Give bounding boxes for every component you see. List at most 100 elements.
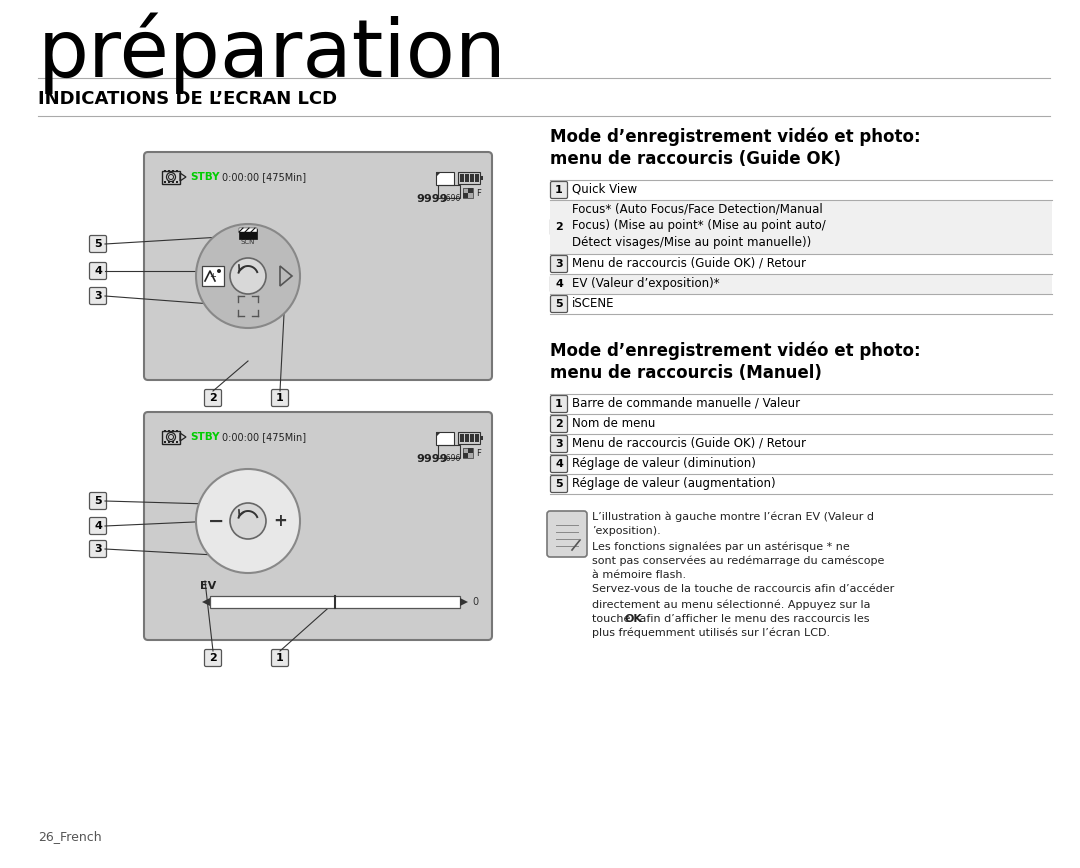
Text: Menu de raccourcis (Guide OK) / Retour: Menu de raccourcis (Guide OK) / Retour (572, 437, 806, 450)
Bar (468, 188, 473, 193)
Bar (239, 229, 257, 239)
Bar (475, 434, 478, 442)
Bar (465, 434, 469, 442)
Text: Réglage de valeur (augmentation): Réglage de valeur (augmentation) (572, 477, 775, 490)
Text: EV (Valeur d’exposition)*: EV (Valeur d’exposition)* (572, 277, 719, 290)
Text: Mode d’enregistrement vidéo et photo:: Mode d’enregistrement vidéo et photo: (550, 128, 920, 147)
Bar (468, 453, 473, 458)
Bar (176, 441, 178, 443)
Text: Quick View: Quick View (572, 183, 637, 196)
Text: menu de raccourcis (Guide OK): menu de raccourcis (Guide OK) (550, 150, 841, 168)
Text: 5: 5 (555, 479, 563, 489)
Text: 0:00:00 [475Min]: 0:00:00 [475Min] (222, 432, 306, 442)
Text: 2: 2 (555, 222, 563, 232)
Text: 4: 4 (555, 459, 563, 469)
FancyBboxPatch shape (551, 456, 567, 472)
Bar (164, 441, 166, 443)
Text: +: + (210, 272, 216, 281)
Bar (176, 181, 178, 183)
Bar (468, 193, 473, 198)
Bar (458, 172, 480, 184)
Text: 5: 5 (555, 299, 563, 309)
Bar (202, 266, 224, 286)
Text: plus fréquemment utilisés sur l’écran LCD.: plus fréquemment utilisés sur l’écran LC… (592, 628, 831, 639)
Text: Focus* (Auto Focus/Face Detection/Manual
Focus) (Mise au point* (Mise au point a: Focus* (Auto Focus/Face Detection/Manual… (572, 203, 826, 249)
Bar (168, 430, 170, 432)
Text: afin d’afficher le menu des raccourcis les: afin d’afficher le menu des raccourcis l… (636, 614, 869, 623)
Text: 3: 3 (555, 439, 563, 449)
Polygon shape (436, 172, 441, 177)
FancyBboxPatch shape (90, 262, 107, 279)
Bar (550, 200, 1052, 254)
FancyBboxPatch shape (551, 181, 567, 199)
Text: 0:00:00 [475Min]: 0:00:00 [475Min] (222, 172, 306, 182)
Bar (210, 596, 460, 608)
Text: INDICATIONS DE L’ECRAN LCD: INDICATIONS DE L’ECRAN LCD (38, 90, 337, 108)
Text: 1: 1 (555, 399, 563, 409)
Circle shape (217, 269, 221, 273)
Text: 3: 3 (555, 259, 563, 269)
Text: 4: 4 (94, 266, 102, 276)
Text: 9999: 9999 (416, 454, 447, 464)
FancyBboxPatch shape (551, 396, 567, 412)
Text: iSCENE: iSCENE (572, 297, 615, 310)
FancyBboxPatch shape (551, 295, 567, 312)
Bar (463, 188, 473, 198)
Bar (475, 174, 478, 182)
Text: Les fonctions signalées par un astérisque * ne: Les fonctions signalées par un astérisqu… (592, 541, 850, 551)
Circle shape (195, 469, 300, 573)
Bar (176, 170, 178, 172)
Bar (168, 181, 170, 183)
Text: 9999: 9999 (416, 194, 447, 204)
Bar (164, 181, 166, 183)
Bar (168, 441, 170, 443)
Circle shape (230, 503, 266, 539)
FancyBboxPatch shape (551, 436, 567, 452)
Text: STBY: STBY (190, 172, 219, 182)
Text: 3: 3 (94, 291, 102, 301)
Text: 1696: 1696 (441, 194, 460, 203)
Text: Servez-vous de la touche de raccourcis afin d’accéder: Servez-vous de la touche de raccourcis a… (592, 584, 894, 595)
Text: STBY: STBY (190, 432, 219, 442)
FancyBboxPatch shape (90, 235, 107, 253)
Circle shape (195, 224, 300, 328)
Text: F: F (476, 449, 481, 457)
Bar (436, 172, 454, 185)
Text: Réglage de valeur (diminution): Réglage de valeur (diminution) (572, 457, 756, 470)
Text: Barre de commande manuelle / Valeur: Barre de commande manuelle / Valeur (572, 397, 800, 410)
Bar (463, 448, 473, 458)
Text: 5: 5 (94, 239, 102, 249)
Text: +: + (273, 512, 287, 530)
Polygon shape (460, 598, 468, 606)
Text: menu de raccourcis (Manuel): menu de raccourcis (Manuel) (550, 364, 822, 382)
FancyBboxPatch shape (551, 275, 567, 293)
Bar (480, 436, 483, 440)
Text: directement au menu sélectionné. Appuyez sur la: directement au menu sélectionné. Appuyez… (592, 599, 870, 609)
Text: F: F (476, 188, 481, 198)
Bar (176, 430, 178, 432)
Text: OK: OK (625, 614, 643, 623)
Bar (460, 174, 463, 182)
Bar (460, 434, 463, 442)
Bar (168, 170, 170, 172)
Text: 1: 1 (276, 393, 284, 403)
Text: à mémoire flash.: à mémoire flash. (592, 570, 686, 580)
Circle shape (230, 258, 266, 294)
FancyBboxPatch shape (90, 492, 107, 510)
Text: 1: 1 (276, 653, 284, 663)
Bar (164, 430, 166, 432)
Polygon shape (436, 432, 441, 437)
Bar (458, 432, 480, 444)
FancyBboxPatch shape (551, 219, 567, 235)
FancyBboxPatch shape (271, 390, 288, 406)
Text: −: − (207, 511, 225, 530)
Bar (470, 174, 473, 182)
Text: 4: 4 (94, 521, 102, 531)
Text: 1696: 1696 (441, 454, 460, 463)
Text: 3: 3 (94, 544, 102, 554)
FancyBboxPatch shape (144, 412, 492, 640)
Bar (172, 441, 174, 443)
Text: Nom de menu: Nom de menu (572, 417, 656, 430)
Bar (239, 228, 257, 232)
Bar (172, 170, 174, 172)
